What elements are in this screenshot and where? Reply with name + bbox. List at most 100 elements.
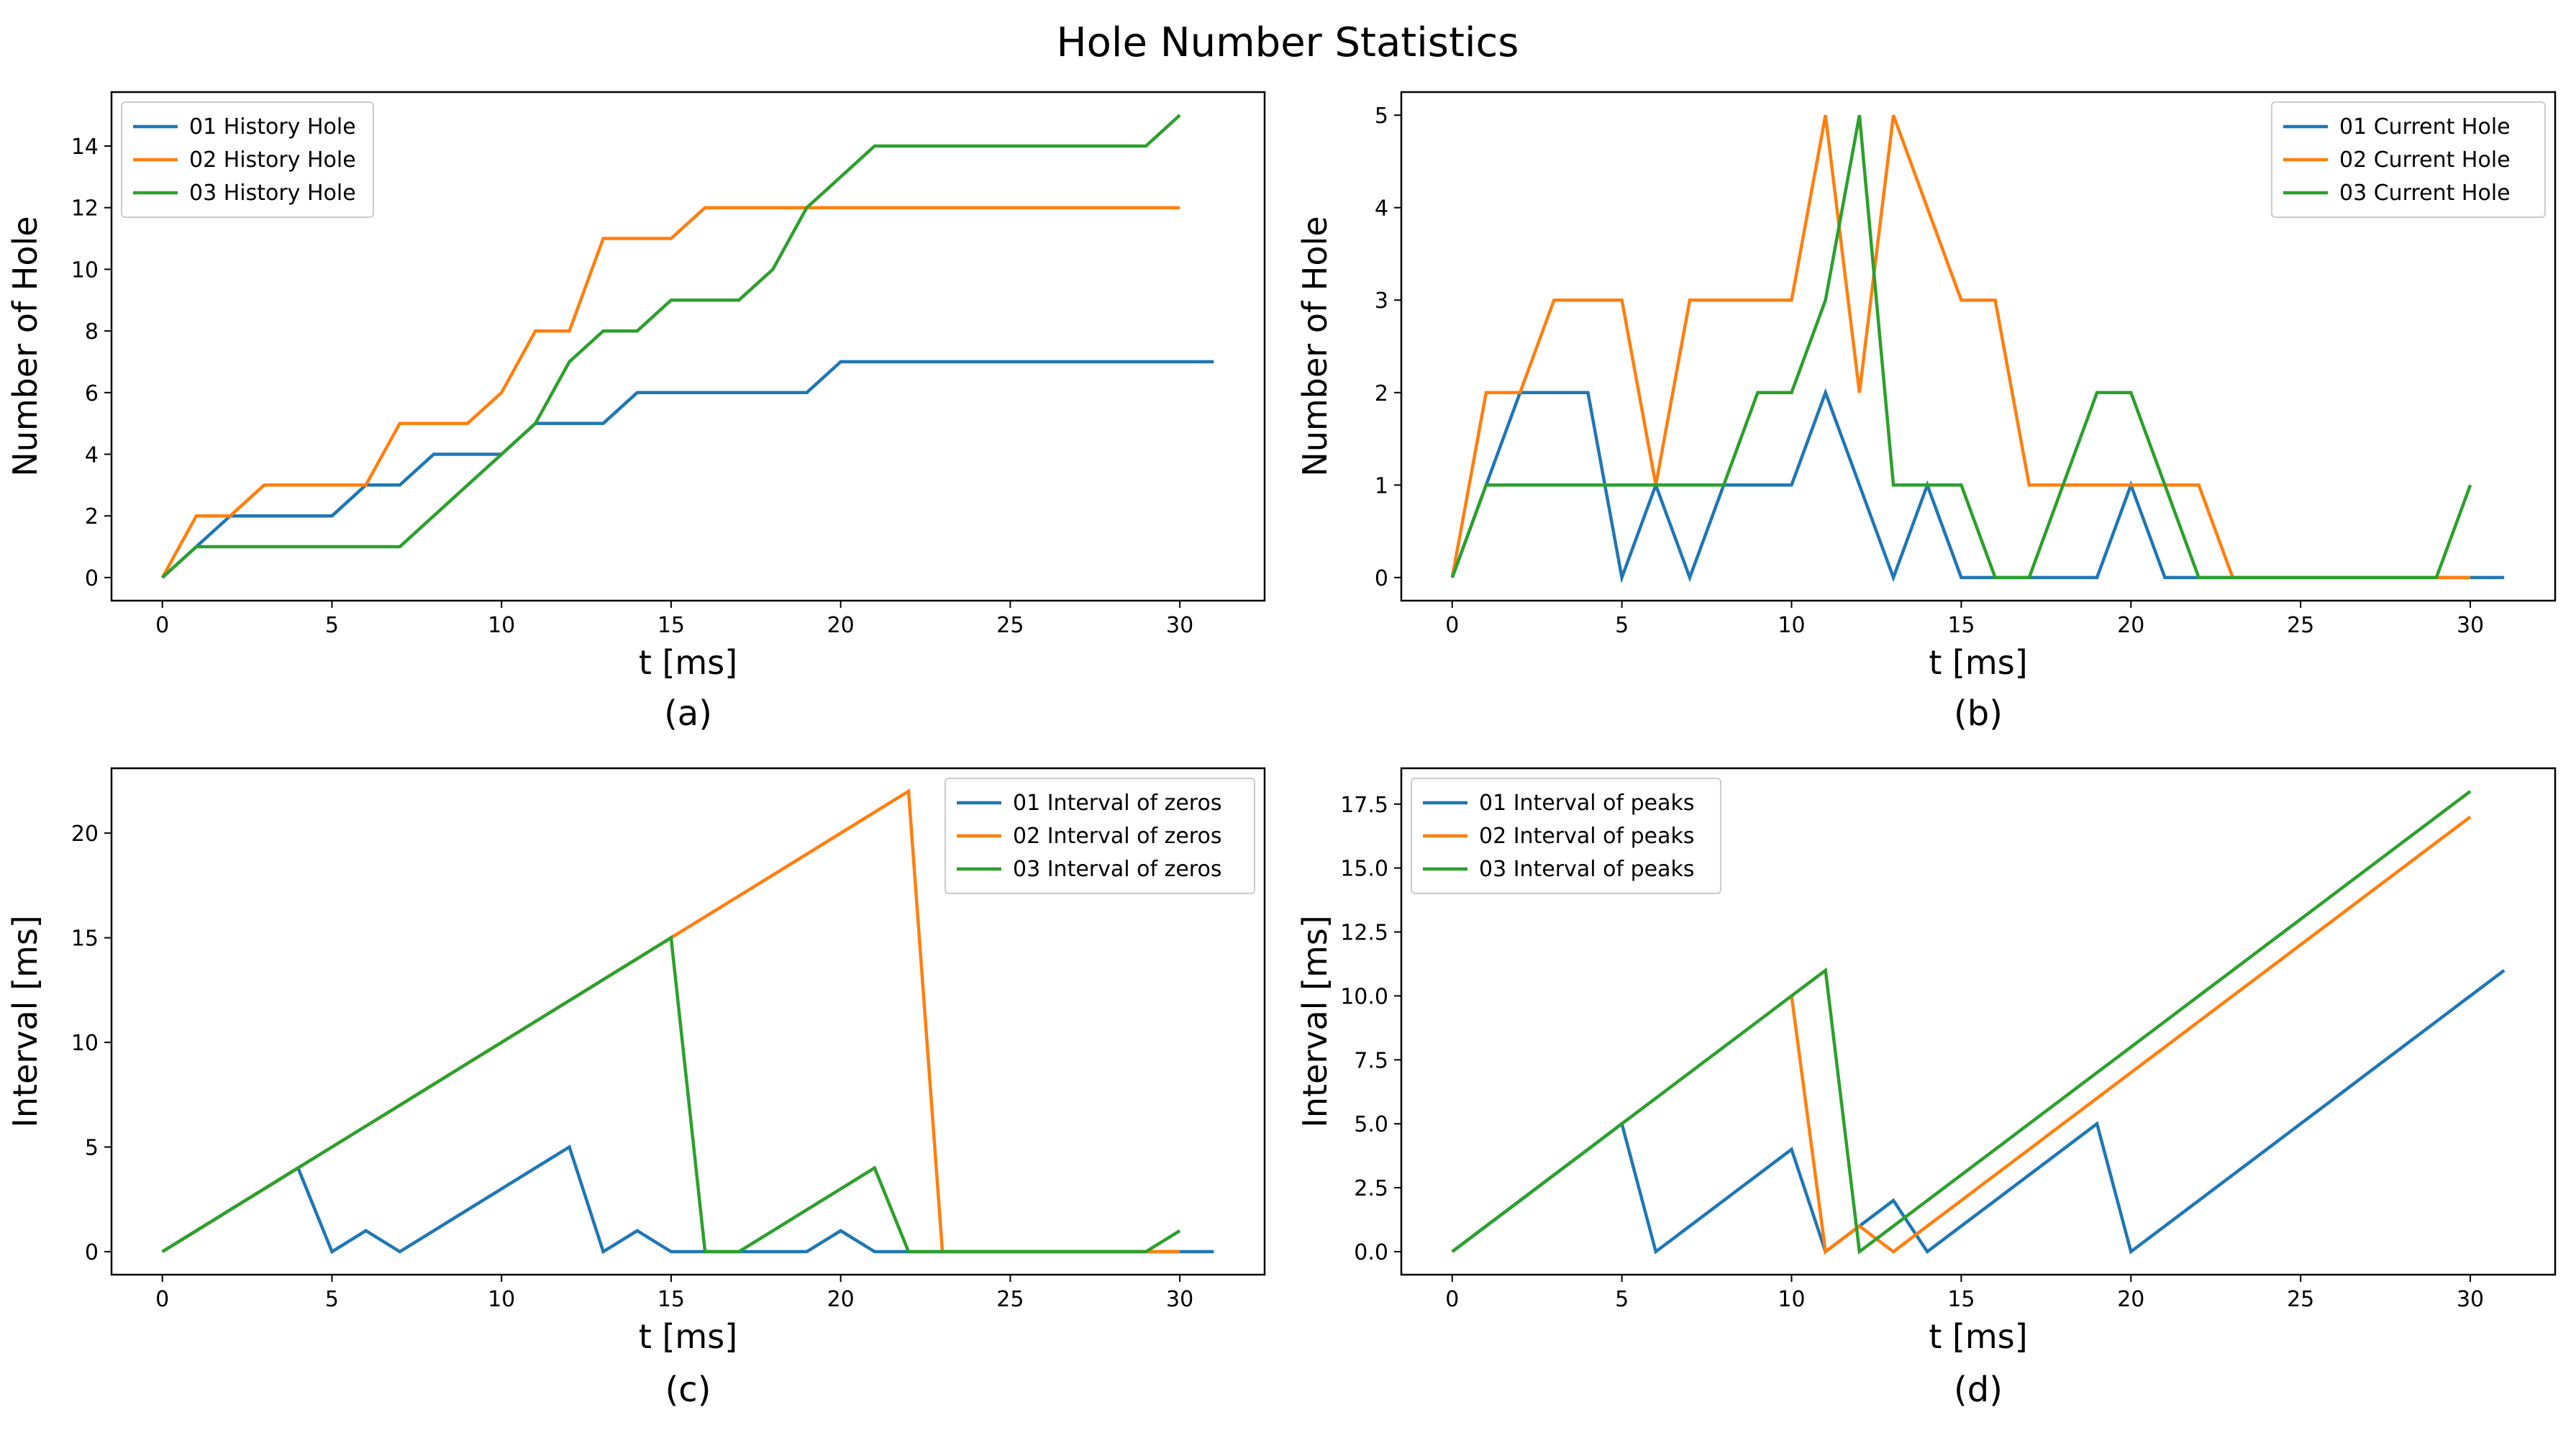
x-tick-label: 10 xyxy=(1778,613,1805,638)
y-tick-label: 14 xyxy=(71,135,99,160)
x-tick-label: 30 xyxy=(1166,613,1193,638)
x-axis-label: t [ms] xyxy=(639,1317,737,1356)
y-tick-label: 1 xyxy=(1375,473,1388,499)
legend: 01 History Hole 02 History Hole 03 History… xyxy=(121,101,374,218)
legend-box xyxy=(2271,101,2546,218)
x-tick-label: 25 xyxy=(2287,613,2314,638)
chart-panel-a: 0 5 10 15 20 25 30 0 2 4 6 8 10 12 14 t [ms] Number of H… xyxy=(6,91,1266,734)
x-tick-label: 0 xyxy=(1445,613,1459,638)
y-tick-label: 2 xyxy=(85,504,99,529)
legend-box xyxy=(121,101,374,218)
panel-caption: (b) xyxy=(1954,693,2003,734)
x-tick-label: 10 xyxy=(488,1287,515,1312)
y-tick-label: 20 xyxy=(71,821,99,847)
y-tick-label: 4 xyxy=(85,442,99,468)
legend-label-1: 01 Interval of peaks xyxy=(1479,791,1694,816)
x-tick-label: 0 xyxy=(155,1287,169,1312)
x-tick-label: 5 xyxy=(325,613,339,638)
y-axis-label: Interval [ms] xyxy=(1296,915,1334,1127)
legend-label-3: 03 Current Hole xyxy=(2339,181,2511,206)
legend-label-2: 02 Interval of peaks xyxy=(1479,824,1694,849)
x-tick-label: 5 xyxy=(1615,1287,1629,1312)
x-axis-label: t [ms] xyxy=(639,643,737,682)
axes-frame xyxy=(1400,767,2557,1276)
y-axis-label: Number of Hole xyxy=(6,216,45,476)
y-tick-label: 3 xyxy=(1375,288,1388,314)
chart-panel-b: 0 5 10 15 20 25 30 0 1 2 3 4 5 t [ms] Number of Hole (b… xyxy=(1296,91,2557,734)
legend-label-2: 02 History Hole xyxy=(189,147,356,173)
series-line-2 xyxy=(1790,815,2472,1255)
x-axis-label: t [ms] xyxy=(1929,1317,2027,1356)
x-axis-label: t [ms] xyxy=(1929,643,2027,682)
y-tick-label: 15 xyxy=(71,927,99,952)
y-tick-label: 0 xyxy=(1375,566,1388,591)
panel-caption: (d) xyxy=(1954,1370,2003,1410)
y-tick-label: 0 xyxy=(85,566,99,591)
y-tick-label: 6 xyxy=(85,381,99,406)
y-tick-label: 2 xyxy=(1375,381,1388,406)
series-line-3 xyxy=(1450,114,2472,580)
legend: 01 Interval of zeros 02 Interval of zeros… xyxy=(945,778,1255,894)
x-tick-label: 0 xyxy=(155,613,169,638)
y-tick-label: 10 xyxy=(71,1031,99,1056)
y-tick-label: 2.5 xyxy=(1354,1176,1388,1201)
chart-panel-c: 0 5 10 15 20 25 30 0 5 10 15 20 t [ms] Interval [ms] (… xyxy=(6,767,1266,1410)
legend-label-1: 01 Current Hole xyxy=(2339,114,2511,140)
legend-label-1: 01 History Hole xyxy=(189,114,356,140)
series-line-3 xyxy=(161,114,1181,579)
y-tick-label: 0 xyxy=(85,1240,99,1265)
x-tick-label: 30 xyxy=(2457,613,2484,638)
axes-frame xyxy=(110,91,1266,602)
series-line-3 xyxy=(1451,790,2472,1255)
legend-label-2: 02 Interval of zeros xyxy=(1013,824,1221,849)
x-tick-label: 10 xyxy=(1778,1287,1805,1312)
legend-label-2: 02 Current Hole xyxy=(2339,147,2511,173)
y-tick-label: 12.5 xyxy=(1340,921,1388,946)
x-tick-label: 25 xyxy=(996,1287,1024,1312)
y-tick-label: 5 xyxy=(1375,104,1388,129)
y-tick-label: 10 xyxy=(71,258,99,283)
x-tick-label: 10 xyxy=(488,613,515,638)
x-tick-label: 20 xyxy=(827,1287,855,1312)
y-axis-label: Number of Hole xyxy=(1296,216,1334,476)
x-tick-label: 15 xyxy=(657,1287,685,1312)
y-tick-label: 4 xyxy=(1375,196,1388,222)
legend-label-3: 03 History Hole xyxy=(189,181,356,206)
legend-box xyxy=(1411,778,1721,894)
y-tick-label: 17.5 xyxy=(1340,793,1388,818)
x-tick-label: 20 xyxy=(2117,1287,2144,1312)
y-tick-label: 10.0 xyxy=(1340,984,1388,1009)
y-tick-label: 5 xyxy=(85,1136,99,1161)
x-tick-label: 30 xyxy=(1166,1287,1193,1312)
x-tick-label: 15 xyxy=(1947,1287,1975,1312)
legend-label-1: 01 Interval of zeros xyxy=(1013,791,1221,816)
y-tick-label: 8 xyxy=(85,319,99,345)
x-tick-label: 5 xyxy=(1615,613,1629,638)
x-tick-label: 25 xyxy=(996,613,1024,638)
legend-label-3: 03 Interval of zeros xyxy=(1013,857,1221,882)
y-tick-label: 7.5 xyxy=(1354,1048,1388,1073)
series-line-1 xyxy=(1451,969,2506,1255)
y-axis-label: Interval [ms] xyxy=(6,915,45,1127)
series-line-1 xyxy=(161,360,1214,579)
x-tick-label: 30 xyxy=(2457,1287,2484,1312)
panel-caption: (a) xyxy=(664,693,712,734)
x-tick-label: 20 xyxy=(2117,613,2144,638)
legend: 01 Interval of peaks 02 Interval of peaks… xyxy=(1411,778,1721,894)
x-tick-label: 20 xyxy=(827,613,855,638)
y-tick-label: 15.0 xyxy=(1340,857,1388,882)
chart-panel-d: 0 5 10 15 20 25 30 0.0 2.5 5.0 7.5 10.0 12.5 15.0 17.5… xyxy=(1296,767,2557,1410)
x-tick-label: 0 xyxy=(1445,1287,1459,1312)
legend: 01 Current Hole 02 Current Hole 03 Current… xyxy=(2271,101,2546,218)
x-tick-label: 25 xyxy=(2287,1287,2314,1312)
axes-frame xyxy=(110,767,1266,1276)
y-tick-label: 12 xyxy=(71,196,99,222)
y-tick-label: 5.0 xyxy=(1354,1112,1388,1137)
figure-title: Hole Number Statistics xyxy=(1057,19,1519,66)
axes-frame xyxy=(1400,91,2557,602)
y-tick-label: 0.0 xyxy=(1354,1240,1388,1265)
x-tick-label: 15 xyxy=(1947,613,1975,638)
